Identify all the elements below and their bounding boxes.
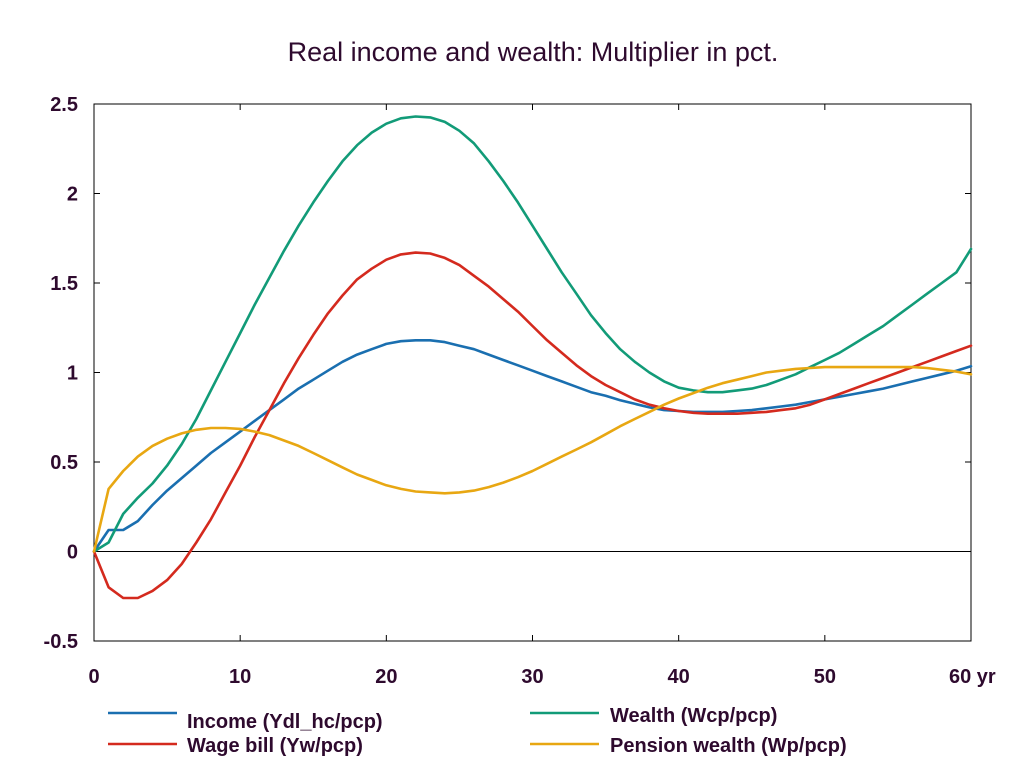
x-tick-label: 60 yr <box>949 666 996 688</box>
series-line-3 <box>92 251 973 600</box>
series-line-4 <box>92 365 973 553</box>
plot-frame <box>93 103 972 642</box>
y-tick-label: 2.5 <box>50 94 78 116</box>
x-tick-label: 50 <box>814 666 836 688</box>
legend-label-2: Wealth (Wcp/pcp) <box>610 705 777 727</box>
plot-area <box>93 103 972 642</box>
y-axis: -0.5 0 0.5 1 1.5 2 2.5 <box>44 94 971 653</box>
series-layer <box>92 115 973 600</box>
legend-label-4: Pension wealth (Wp/pcp) <box>610 735 847 757</box>
y-tick-label: -0.5 <box>44 631 78 653</box>
legend-label-3: Wage bill (Yw/pcp) <box>187 735 363 757</box>
series-line-2 <box>92 115 973 553</box>
x-tick-label: 30 <box>521 666 543 688</box>
legend-label-1: Income (Ydl_hc/pcp) <box>187 711 383 733</box>
y-tick-label: 0.5 <box>50 452 78 474</box>
series-line-1 <box>92 339 973 553</box>
chart-title: Real income and wealth: Multiplier in pc… <box>288 37 779 67</box>
y-tick-label: 0 <box>67 542 78 564</box>
legend: Income (Ydl_hc/pcp) Wealth (Wcp/pcp) Wage … <box>108 705 847 757</box>
y-tick-label: 1 <box>67 363 78 385</box>
x-tick-label: 40 <box>668 666 690 688</box>
y-tick-label: 2 <box>67 184 78 206</box>
y-tick-label: 1.5 <box>50 273 78 295</box>
x-tick-label: 0 <box>88 666 99 688</box>
x-tick-label: 20 <box>375 666 397 688</box>
x-tick-label: 10 <box>229 666 251 688</box>
x-axis: 0 10 20 30 40 50 60 yr <box>88 104 996 688</box>
